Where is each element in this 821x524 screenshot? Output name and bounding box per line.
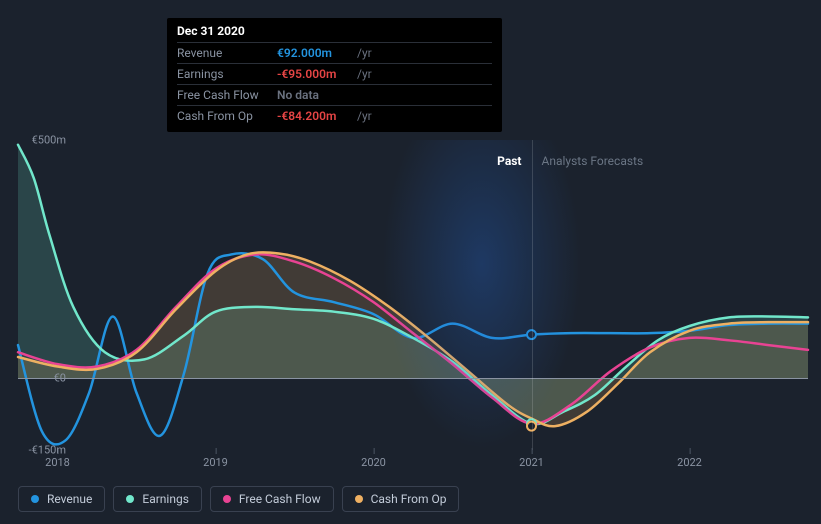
- legend-label: Earnings: [142, 492, 189, 506]
- legend-label: Revenue: [47, 492, 92, 506]
- tooltip-row: Earnings-€95.000m/yr: [177, 63, 492, 84]
- tooltip-metric-label: Revenue: [177, 46, 277, 60]
- past-label: Past: [497, 154, 521, 168]
- future-label: Analysts Forecasts: [542, 154, 644, 168]
- tooltip-metric-unit: /yr: [357, 46, 372, 60]
- y-axis-label: €500m: [32, 134, 66, 147]
- legend-label: Free Cash Flow: [239, 492, 321, 506]
- legend: Revenue Earnings Free Cash Flow Cash From O…: [18, 486, 459, 512]
- y-axis-label: -€150m: [29, 444, 66, 457]
- tooltip-metric-label: Earnings: [177, 67, 277, 81]
- legend-item-revenue[interactable]: Revenue: [18, 486, 105, 512]
- zero-gridline: [18, 378, 808, 379]
- x-axis-label: 2019: [203, 456, 228, 469]
- tooltip-metric-value: No data: [277, 88, 357, 102]
- x-axis-label: 2018: [45, 456, 70, 469]
- series-fill-cash-from-op: [18, 252, 808, 426]
- x-axis-label: 2022: [677, 456, 702, 469]
- legend-item-free-cash-flow[interactable]: Free Cash Flow: [210, 486, 334, 512]
- chart-plot: Past Analysts Forecasts: [18, 140, 808, 450]
- tooltip-metric-label: Cash From Op: [177, 109, 277, 123]
- chart-svg: [18, 140, 808, 450]
- legend-item-cash-from-op[interactable]: Cash From Op: [342, 486, 460, 512]
- series-line-earnings: [18, 145, 808, 424]
- tooltip-row: Cash From Op-€84.200m/yr: [177, 105, 492, 126]
- x-axis-label: 2020: [361, 456, 386, 469]
- tooltip-metric-value: -€95.000m: [277, 67, 357, 81]
- tooltip-date: Dec 31 2020: [177, 24, 492, 42]
- series-fill-earnings: [18, 145, 808, 424]
- legend-dot: [223, 495, 231, 503]
- tooltip-rows: Revenue€92.000m/yrEarnings-€95.000m/yrFr…: [177, 42, 492, 126]
- tooltip-metric-label: Free Cash Flow: [177, 88, 277, 102]
- past-future-divider: [532, 140, 533, 450]
- legend-label: Cash From Op: [371, 492, 447, 506]
- y-axis-label: €0: [54, 372, 66, 385]
- tooltip-metric-value: -€84.200m: [277, 109, 357, 123]
- chart: Past Analysts Forecasts 2018 2019 2020 2021…: [18, 122, 808, 472]
- legend-dot: [31, 495, 39, 503]
- chart-tooltip: Dec 31 2020 Revenue€92.000m/yrEarnings-€…: [167, 18, 502, 132]
- tooltip-row: Revenue€92.000m/yr: [177, 42, 492, 63]
- tooltip-metric-unit: /yr: [357, 67, 372, 81]
- legend-dot: [355, 495, 363, 503]
- x-axis-label: 2021: [519, 456, 544, 469]
- tooltip-metric-value: €92.000m: [277, 46, 357, 60]
- tooltip-metric-unit: /yr: [357, 109, 372, 123]
- tooltip-row: Free Cash FlowNo data: [177, 84, 492, 105]
- legend-dot: [126, 495, 134, 503]
- legend-item-earnings[interactable]: Earnings: [113, 486, 202, 512]
